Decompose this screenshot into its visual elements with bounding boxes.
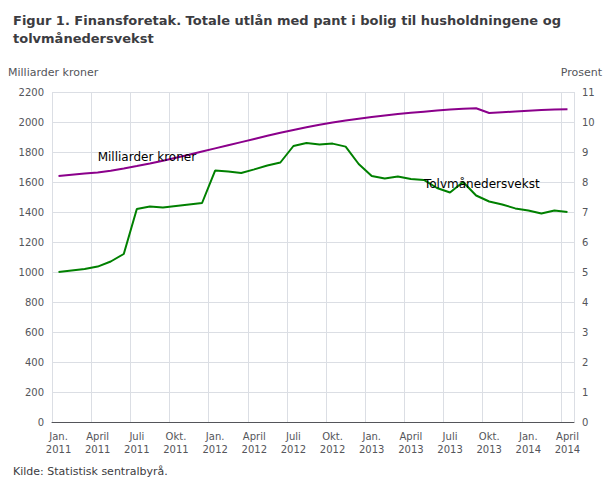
svg-text:2012: 2012	[242, 444, 267, 455]
svg-text:10: 10	[582, 117, 595, 128]
svg-text:Milliarder kroner: Milliarder kroner	[8, 66, 99, 79]
svg-text:Jan.: Jan.	[48, 431, 68, 442]
svg-text:Juli: Juli	[128, 431, 144, 442]
svg-text:2011: 2011	[46, 444, 71, 455]
svg-text:600: 600	[25, 327, 44, 338]
svg-text:Jan.: Jan.	[518, 431, 538, 442]
svg-text:2013: 2013	[359, 444, 384, 455]
svg-text:Jan.: Jan.	[205, 431, 225, 442]
svg-text:2014: 2014	[516, 444, 541, 455]
svg-text:0: 0	[38, 417, 44, 428]
svg-text:April: April	[399, 431, 422, 442]
svg-text:6: 6	[582, 237, 588, 248]
svg-text:5: 5	[582, 267, 588, 278]
svg-text:8: 8	[582, 177, 588, 188]
svg-text:2012: 2012	[281, 444, 306, 455]
svg-text:2: 2	[582, 357, 588, 368]
svg-text:Juli: Juli	[442, 431, 458, 442]
svg-text:Okt.: Okt.	[166, 431, 187, 442]
svg-text:1600: 1600	[19, 177, 44, 188]
svg-text:1: 1	[582, 387, 588, 398]
svg-text:11: 11	[582, 87, 595, 98]
svg-text:2012: 2012	[202, 444, 227, 455]
svg-text:Kilde: Statistisk sentralbyrå.: Kilde: Statistisk sentralbyrå.	[13, 465, 168, 478]
svg-text:Milliarder kroner: Milliarder kroner	[98, 150, 196, 164]
svg-text:1800: 1800	[19, 147, 44, 158]
svg-text:April: April	[86, 431, 109, 442]
svg-text:200: 200	[25, 387, 44, 398]
svg-text:Tolvmånedersvekst: Tolvmånedersvekst	[423, 177, 540, 191]
svg-text:9: 9	[582, 147, 588, 158]
svg-text:2200: 2200	[19, 87, 44, 98]
svg-text:2013: 2013	[437, 444, 462, 455]
svg-text:Juli: Juli	[285, 431, 301, 442]
svg-text:2013: 2013	[476, 444, 501, 455]
svg-text:Figur 1. Finansforetak. Totale: Figur 1. Finansforetak. Totale utlån med…	[13, 13, 561, 28]
svg-text:April: April	[243, 431, 266, 442]
svg-text:7: 7	[582, 207, 588, 218]
svg-text:2011: 2011	[85, 444, 110, 455]
svg-text:800: 800	[25, 297, 44, 308]
svg-text:0: 0	[582, 417, 588, 428]
svg-text:tolvmånedersvekst: tolvmånedersvekst	[13, 31, 154, 46]
svg-text:April: April	[556, 431, 579, 442]
svg-text:Okt.: Okt.	[322, 431, 343, 442]
svg-text:400: 400	[25, 357, 44, 368]
svg-text:Prosent: Prosent	[561, 66, 603, 79]
svg-text:2013: 2013	[398, 444, 423, 455]
svg-text:Jan.: Jan.	[361, 431, 381, 442]
svg-text:2000: 2000	[19, 117, 44, 128]
svg-text:4: 4	[582, 297, 588, 308]
svg-text:1000: 1000	[19, 267, 44, 278]
svg-text:Okt.: Okt.	[479, 431, 500, 442]
svg-text:3: 3	[582, 327, 588, 338]
svg-text:2012: 2012	[320, 444, 345, 455]
svg-text:2011: 2011	[163, 444, 188, 455]
svg-text:2011: 2011	[124, 444, 149, 455]
svg-text:2014: 2014	[555, 444, 580, 455]
svg-text:1400: 1400	[19, 207, 44, 218]
svg-text:1200: 1200	[19, 237, 44, 248]
